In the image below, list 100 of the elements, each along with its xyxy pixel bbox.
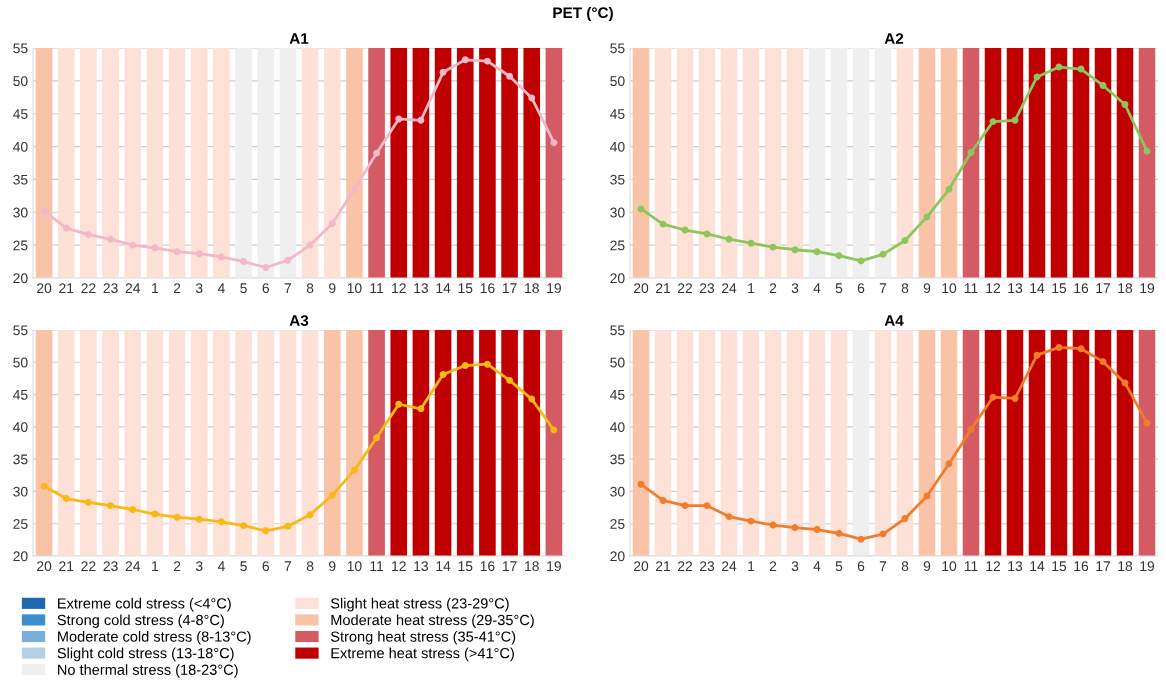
y-tick-label: 50 bbox=[610, 76, 625, 87]
x-tick-label: 14 bbox=[1030, 561, 1045, 571]
y-tick-label: 40 bbox=[610, 141, 625, 152]
legend-label: Extreme cold stress (<4°C) bbox=[58, 597, 231, 612]
point bbox=[62, 224, 70, 232]
point bbox=[967, 149, 975, 156]
x-tick-label: 9 bbox=[329, 561, 336, 572]
point bbox=[528, 395, 536, 403]
x-tick-label: 8 bbox=[901, 561, 909, 572]
point bbox=[659, 496, 667, 504]
x-tick-label: 10 bbox=[942, 283, 957, 294]
x-tick-label: 7 bbox=[879, 561, 887, 571]
x-tick-label: 4 bbox=[813, 283, 821, 293]
point bbox=[791, 524, 799, 532]
point bbox=[129, 506, 137, 513]
x-tick-label: 18 bbox=[1118, 283, 1133, 294]
point bbox=[373, 149, 381, 157]
point bbox=[857, 535, 865, 543]
x-tick-label: 1 bbox=[152, 283, 159, 293]
x-tick-label: 13 bbox=[414, 283, 429, 294]
y-tick-label: 55 bbox=[610, 43, 625, 54]
x-tick-label: 5 bbox=[835, 283, 843, 294]
x-tick-label: 10 bbox=[347, 283, 362, 294]
point bbox=[284, 256, 292, 264]
point bbox=[637, 480, 645, 488]
point bbox=[747, 239, 755, 247]
y-tick-label: 35 bbox=[610, 174, 625, 185]
point bbox=[1033, 351, 1041, 359]
y-tick-label: 20 bbox=[610, 551, 625, 562]
point bbox=[217, 518, 225, 526]
point bbox=[40, 207, 48, 215]
x-tick-label: 23 bbox=[699, 561, 715, 572]
y-tick-label: 30 bbox=[13, 486, 28, 497]
x-tick-label: 24 bbox=[125, 283, 141, 293]
x-tick-label: 7 bbox=[284, 561, 292, 571]
x-tick-label: 9 bbox=[923, 283, 931, 294]
x-tick-label: 3 bbox=[195, 561, 203, 572]
y-tick-label: 20 bbox=[610, 273, 625, 284]
x-tick-label: 3 bbox=[195, 283, 203, 294]
point bbox=[350, 466, 358, 474]
point bbox=[40, 482, 48, 490]
x-tick-label: 15 bbox=[1052, 283, 1067, 294]
x-tick-label: 13 bbox=[414, 561, 429, 572]
legend-label: Slight cold stress (13-18°C) bbox=[57, 647, 234, 662]
y-tick-label: 25 bbox=[13, 240, 28, 251]
x-tick-label: 21 bbox=[59, 283, 74, 293]
x-tick-label: 20 bbox=[633, 283, 649, 294]
x-tick-label: 1 bbox=[748, 561, 755, 571]
x-tick-label: 14 bbox=[1030, 283, 1045, 293]
point bbox=[879, 250, 887, 258]
x-tick-label: 1 bbox=[748, 283, 755, 293]
point bbox=[439, 68, 447, 76]
point bbox=[857, 257, 865, 265]
y-tick-label: 40 bbox=[13, 141, 28, 152]
legend-label: Moderate cold stress (8-13°C) bbox=[58, 631, 251, 645]
point bbox=[129, 241, 137, 249]
point bbox=[528, 94, 536, 102]
x-tick-label: 2 bbox=[173, 283, 181, 293]
x-tick-label: 12 bbox=[392, 283, 406, 293]
point bbox=[681, 502, 689, 510]
point bbox=[769, 243, 777, 251]
point bbox=[747, 517, 755, 525]
x-tick-label: 23 bbox=[699, 283, 715, 294]
x-tick-label: 2 bbox=[769, 561, 777, 571]
legend-label: Extreme heat stress (>41°C) bbox=[331, 647, 514, 662]
point bbox=[107, 502, 115, 510]
point bbox=[417, 405, 425, 413]
point bbox=[240, 258, 248, 266]
point bbox=[945, 460, 953, 468]
y-tick-label: 20 bbox=[13, 273, 28, 284]
x-tick-label: 24 bbox=[721, 561, 737, 571]
x-tick-label: 9 bbox=[329, 283, 336, 294]
x-tick-label: 21 bbox=[655, 283, 671, 293]
point bbox=[262, 527, 270, 535]
x-tick-label: 23 bbox=[103, 283, 118, 294]
point bbox=[240, 522, 248, 530]
x-tick-label: 6 bbox=[857, 561, 865, 572]
point bbox=[417, 116, 425, 124]
point bbox=[1055, 343, 1063, 351]
y-tick-label: 30 bbox=[610, 486, 625, 497]
y-tick-label: 30 bbox=[13, 207, 28, 218]
chart-title: A3 bbox=[289, 315, 309, 327]
point bbox=[506, 376, 514, 384]
x-tick-label: 11 bbox=[370, 561, 384, 571]
point bbox=[483, 57, 491, 65]
x-tick-label: 5 bbox=[835, 561, 843, 572]
x-tick-label: 5 bbox=[240, 561, 247, 572]
x-tick-label: 17 bbox=[1096, 283, 1111, 293]
x-tick-label: 12 bbox=[392, 561, 406, 571]
point bbox=[1011, 116, 1019, 124]
x-tick-label: 2 bbox=[769, 283, 777, 293]
x-tick-label: 8 bbox=[901, 283, 909, 294]
y-tick-label: 50 bbox=[610, 357, 625, 368]
y-tick-label: 40 bbox=[13, 422, 28, 433]
point bbox=[1011, 394, 1019, 402]
chart-title: A2 bbox=[884, 33, 904, 44]
x-tick-label: 1 bbox=[152, 561, 159, 571]
x-tick-label: 4 bbox=[217, 561, 225, 571]
point bbox=[989, 393, 997, 401]
x-tick-label: 4 bbox=[217, 283, 225, 293]
